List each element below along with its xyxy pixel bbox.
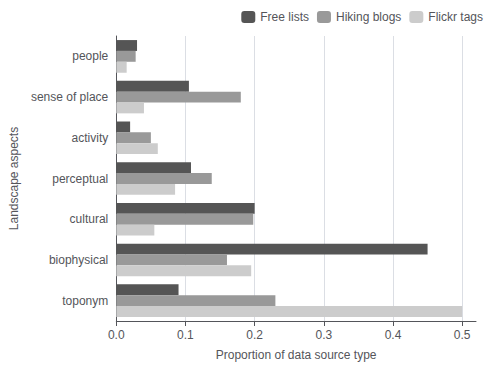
svg-text:toponym: toponym	[62, 294, 108, 308]
svg-text:biophysical: biophysical	[49, 253, 108, 267]
svg-text:Proportion of data source type: Proportion of data source type	[216, 348, 377, 362]
svg-text:activity: activity	[72, 131, 109, 145]
svg-text:0.3: 0.3	[315, 328, 332, 342]
svg-text:0.5: 0.5	[454, 328, 471, 342]
svg-text:Hiking blogs: Hiking blogs	[336, 10, 401, 24]
svg-text:cultural: cultural	[70, 212, 109, 226]
svg-text:Flickr tags: Flickr tags	[428, 10, 483, 24]
svg-text:0.2: 0.2	[246, 328, 263, 342]
svg-text:people: people	[72, 49, 108, 63]
svg-text:sense of place: sense of place	[31, 90, 109, 104]
svg-text:0.0: 0.0	[108, 328, 125, 342]
svg-text:0.1: 0.1	[177, 328, 194, 342]
svg-text:0.4: 0.4	[385, 328, 402, 342]
svg-text:Landscape aspects: Landscape aspects	[7, 127, 21, 230]
svg-text:Free lists: Free lists	[260, 10, 309, 24]
svg-text:perceptual: perceptual	[52, 172, 108, 186]
